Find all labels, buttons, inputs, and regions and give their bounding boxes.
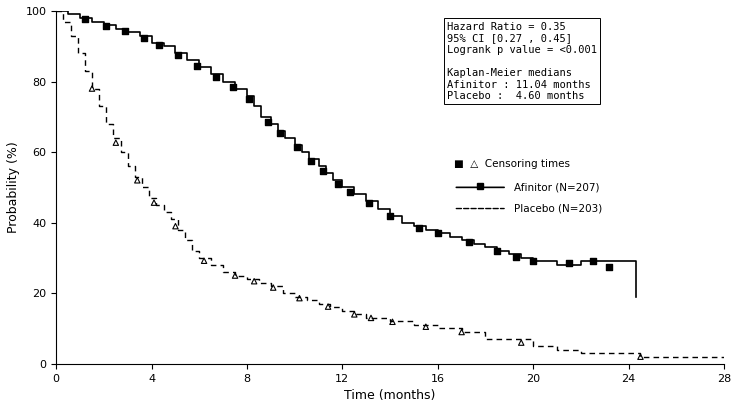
Point [244, 96, 255, 102]
Point [515, 339, 527, 346]
Point [331, 180, 343, 187]
Point [384, 212, 396, 219]
Point [563, 260, 575, 267]
Point [100, 22, 112, 29]
Point [511, 253, 523, 260]
Point [79, 16, 91, 22]
Point [172, 52, 184, 58]
Point [263, 119, 275, 126]
Point [348, 311, 360, 318]
Point [362, 200, 374, 206]
Point [432, 230, 444, 236]
Point [86, 85, 98, 92]
Point [413, 224, 424, 231]
Point [267, 284, 279, 291]
X-axis label: Time (months): Time (months) [345, 389, 435, 402]
Text: Afinitor (N=207): Afinitor (N=207) [514, 182, 599, 192]
Point [230, 272, 241, 279]
Point [292, 144, 303, 151]
Point [227, 84, 238, 90]
Point [635, 353, 646, 360]
Point [210, 74, 222, 81]
Point [294, 295, 306, 301]
Point [344, 188, 356, 195]
Point [455, 329, 467, 335]
Point [153, 42, 165, 48]
Text: Placebo (N=203): Placebo (N=203) [514, 203, 602, 213]
Point [323, 303, 334, 310]
Point [420, 324, 432, 330]
Point [148, 199, 160, 206]
Point [492, 247, 503, 254]
Point [604, 264, 615, 270]
Text: ■  △  Censoring times: ■ △ Censoring times [454, 159, 570, 169]
Text: Hazard Ratio = 0.35
95% CI [0.27 , 0.45]
Logrank p value = <0.001

Kaplan-Meier : Hazard Ratio = 0.35 95% CI [0.27 , 0.45]… [446, 22, 597, 101]
Point [306, 157, 317, 164]
Point [387, 319, 399, 325]
Point [120, 28, 131, 35]
Point [317, 168, 329, 174]
Point [131, 177, 143, 184]
Point [275, 130, 286, 137]
Point [463, 239, 475, 246]
Point [248, 278, 260, 285]
Point [365, 315, 377, 321]
Point [527, 258, 539, 265]
Y-axis label: Probability (%): Probability (%) [7, 142, 20, 233]
Point [199, 258, 210, 264]
Point [110, 139, 122, 146]
Point [139, 35, 151, 42]
Point [587, 258, 599, 265]
Point [170, 223, 182, 229]
Point [191, 63, 203, 69]
